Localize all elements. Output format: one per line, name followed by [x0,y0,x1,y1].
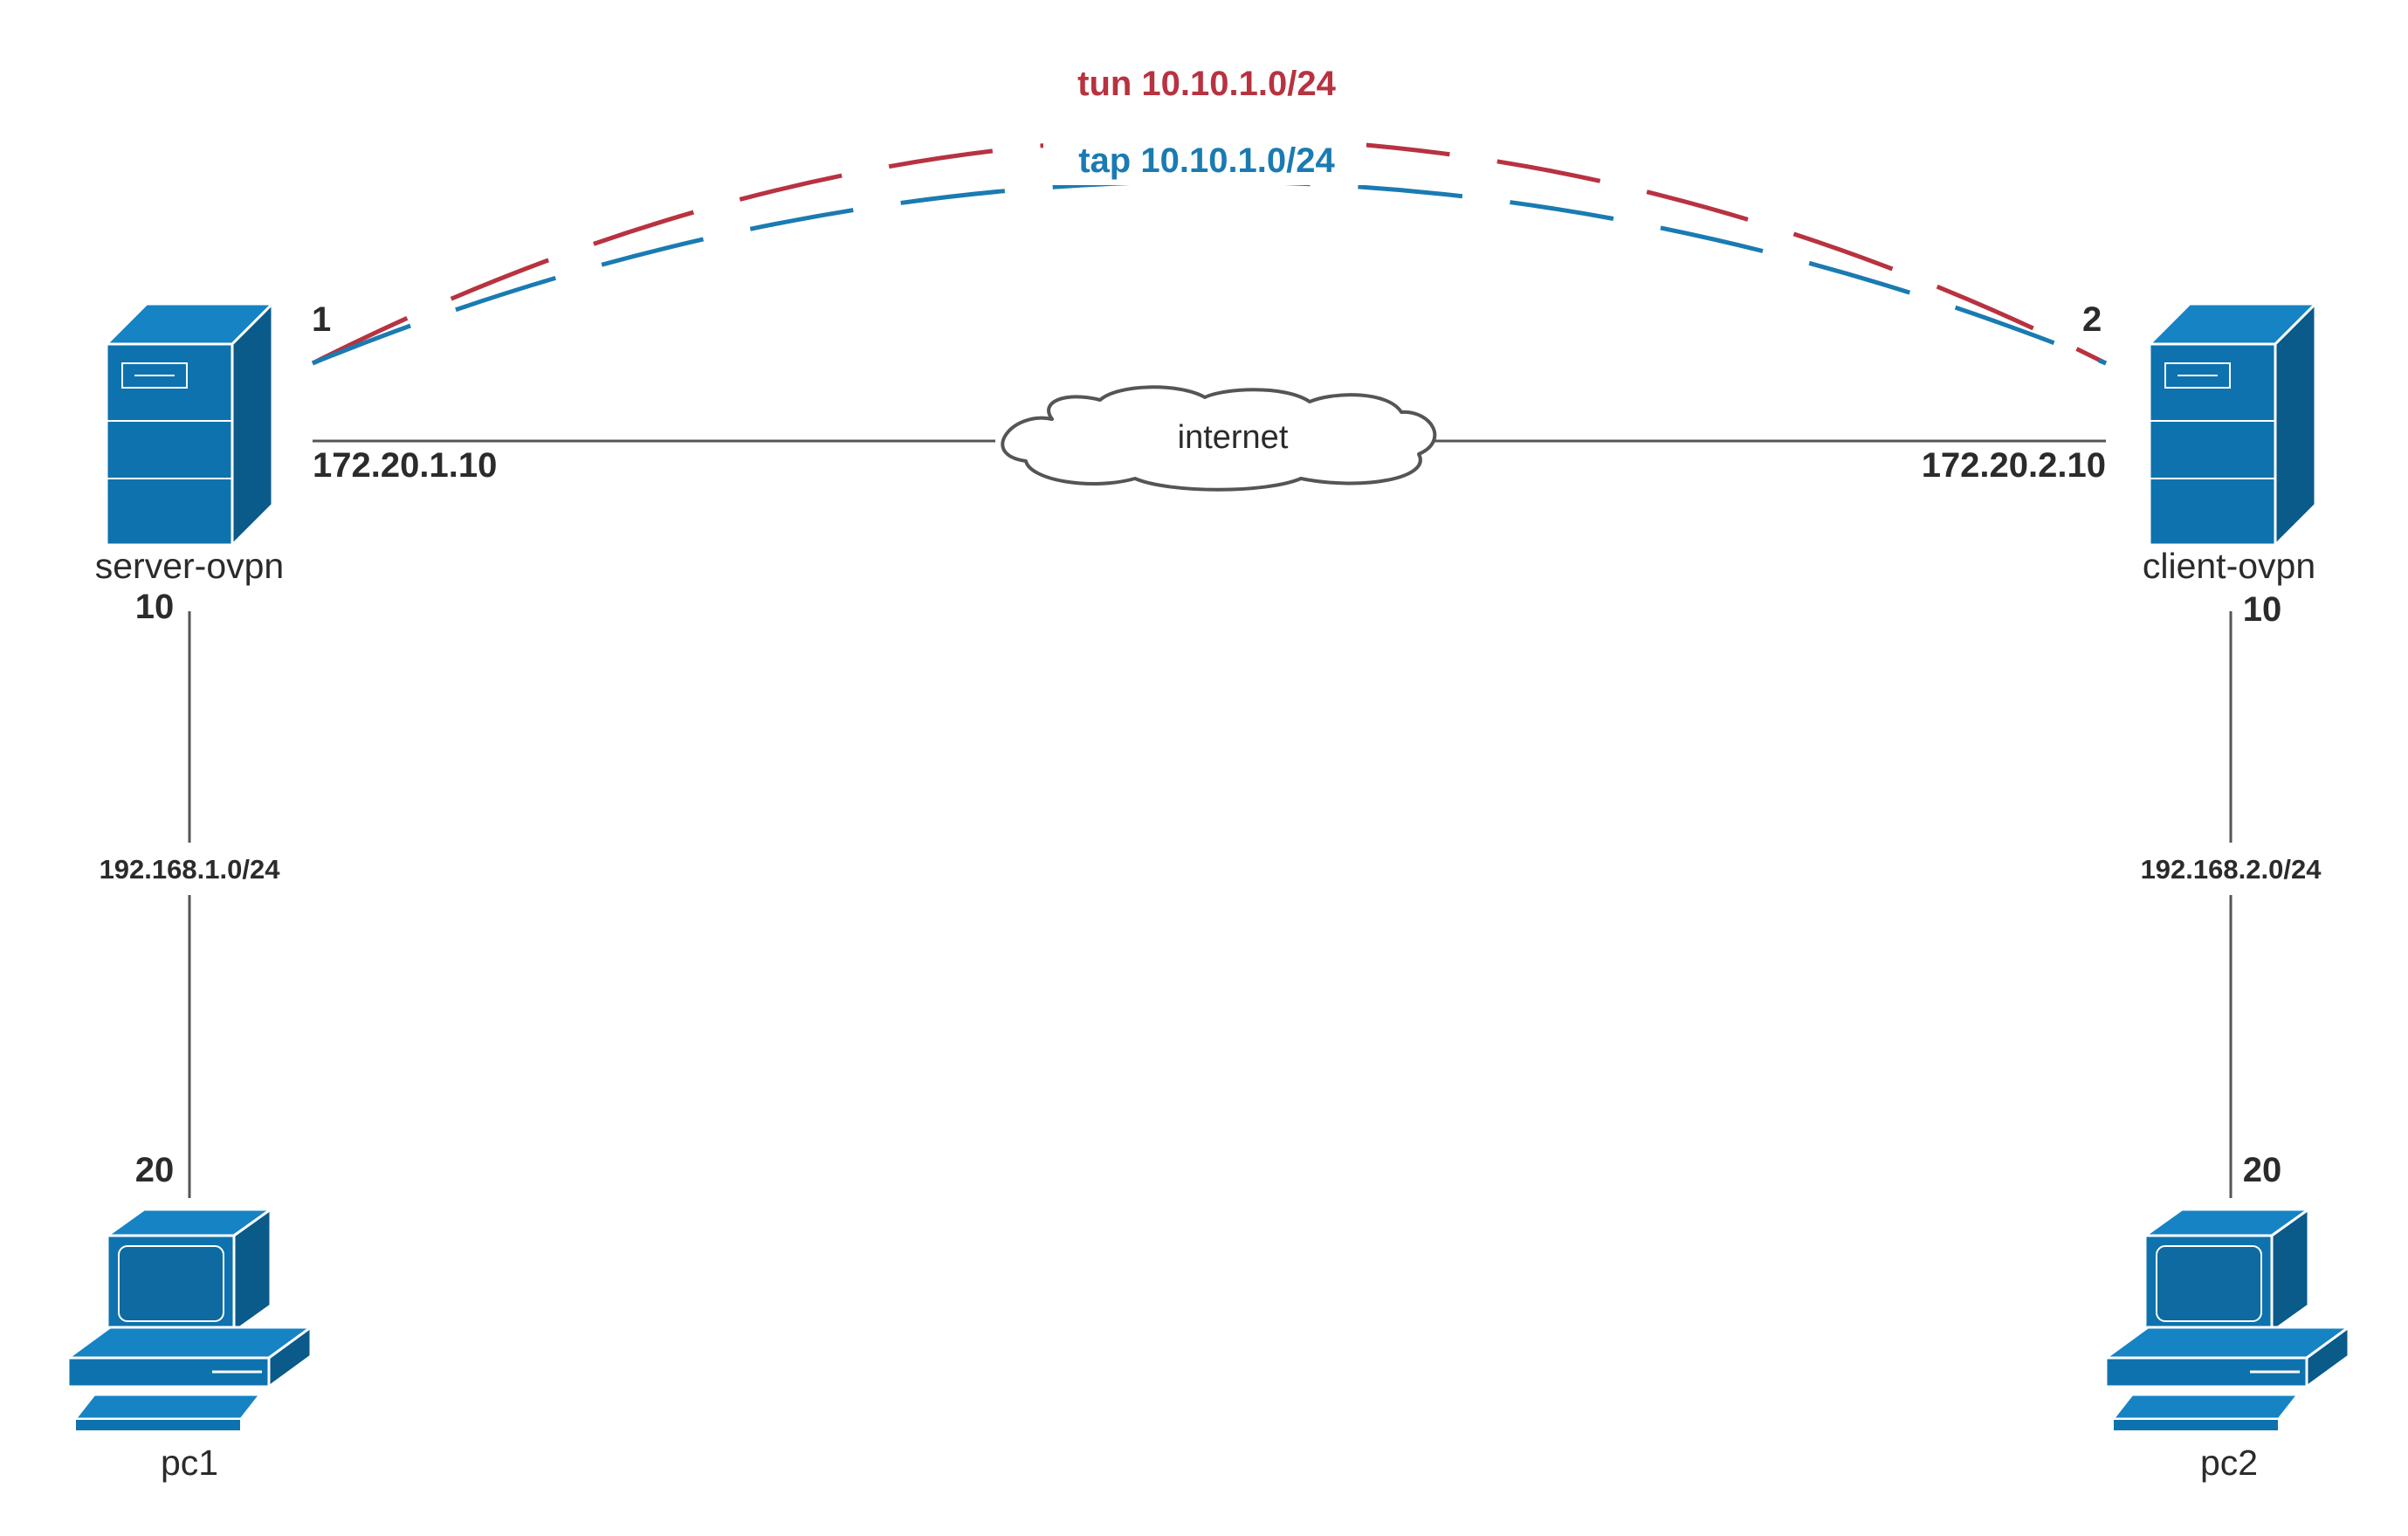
client-wan-ip: 172.20.2.10 [1921,446,2106,485]
pc2-label: pc2 [2199,1443,2259,1483]
internet-cloud-icon [1001,385,1437,492]
client-ovpn-tower-icon [2146,300,2319,548]
pc2-port: 20 [2242,1151,2282,1189]
server-tunnel-port: 1 [312,300,332,339]
server-ovpn-label: server-ovpn [94,546,285,586]
tap-tunnel-arc [312,179,2107,366]
tun-tunnel-label: tun 10.10.1.0/24 [1077,65,1336,103]
pc2-computer-icon [2102,1207,2353,1432]
client-ovpn-label: client-ovpn [2142,546,2316,586]
server-ovpn-tower-icon [103,300,276,548]
server-wan-ip: 172.20.1.10 [313,446,498,485]
server-lan-port: 10 [134,588,175,626]
pc1-computer-icon [64,1207,315,1432]
left-lan-subnet: 192.168.1.0/24 [99,854,280,885]
internet-label: internet [1177,419,1289,456]
client-lan-port: 10 [2242,590,2282,629]
tap-tunnel-label: tap 10.10.1.0/24 [1078,141,1335,180]
pc1-port: 20 [134,1151,175,1189]
client-tunnel-port: 2 [2082,300,2102,339]
right-lan-subnet: 192.168.2.0/24 [2140,854,2322,885]
pc1-label: pc1 [160,1443,219,1483]
